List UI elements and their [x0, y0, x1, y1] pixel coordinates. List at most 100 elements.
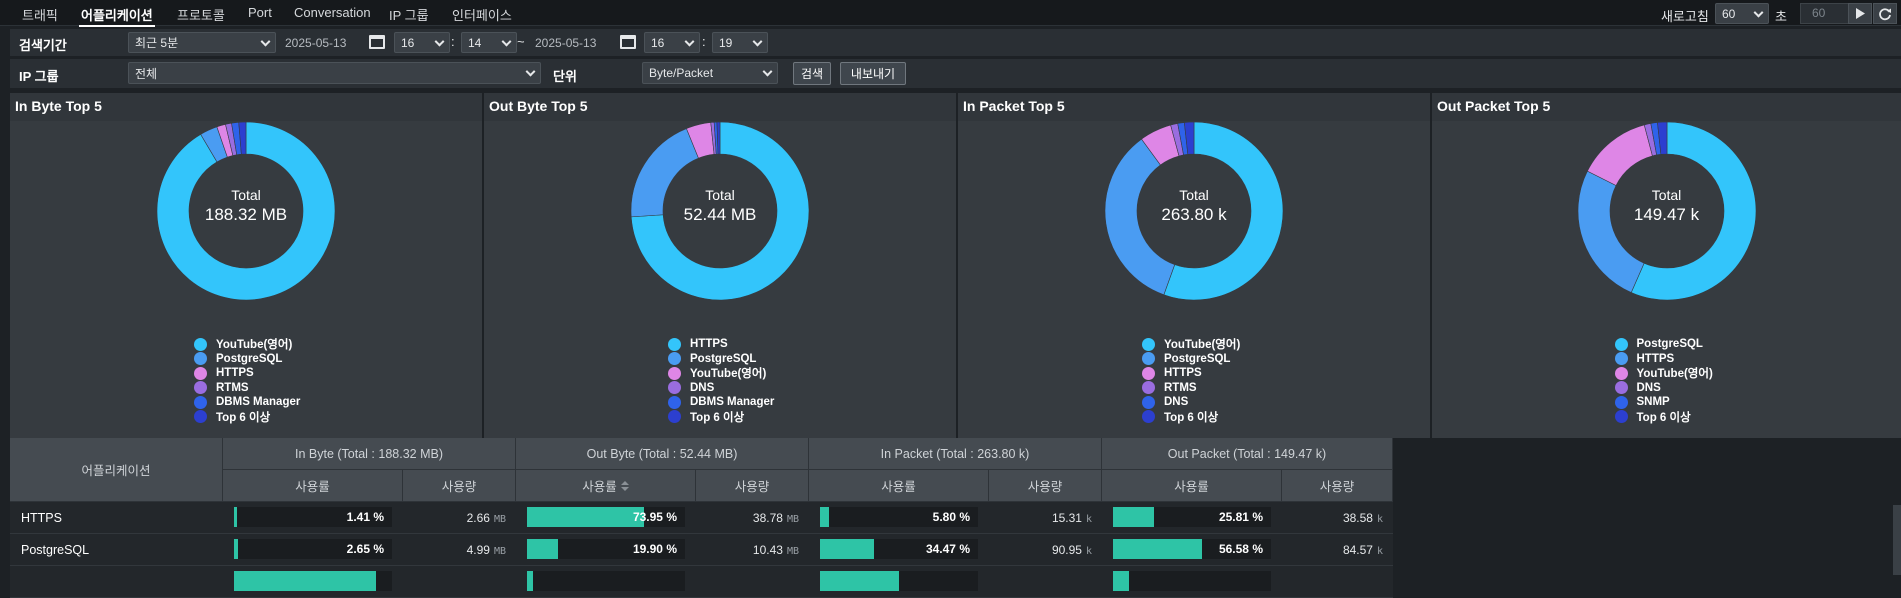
- out-packet-rate-header[interactable]: 사용률: [1102, 470, 1282, 502]
- table-row[interactable]: HTTPS 1.41 % 2.66 MB 73.95 % 38.78 MB 5.80 % 15.…: [10, 502, 1393, 534]
- legend-item[interactable]: YouTube(영어): [668, 366, 774, 381]
- end-hour-select[interactable]: 16: [644, 32, 700, 53]
- usage-bar: [1113, 571, 1271, 591]
- legend-item[interactable]: HTTPS: [1614, 352, 1713, 367]
- donut-slice[interactable]: [238, 121, 247, 155]
- end-date-input[interactable]: 2025-05-13: [528, 32, 626, 53]
- donut-chart[interactable]: Total 188.32 MB: [156, 121, 336, 304]
- start-date-input[interactable]: 2025-05-13: [278, 32, 376, 53]
- ipgroup-select[interactable]: 전체: [128, 62, 541, 84]
- play-button[interactable]: [1848, 3, 1872, 24]
- start-minute-select[interactable]: 14: [461, 32, 517, 53]
- donut-slice[interactable]: [1656, 121, 1667, 155]
- tab-traffic[interactable]: 트래픽: [22, 8, 58, 23]
- tab-ip-group[interactable]: IP 그룹: [389, 8, 429, 23]
- in-byte-rate-header[interactable]: 사용률: [223, 470, 403, 502]
- tab-interface[interactable]: 인터페이스: [452, 8, 512, 23]
- out-packet-amount-header[interactable]: 사용량: [1282, 470, 1393, 502]
- in-packet-amount-header[interactable]: 사용량: [989, 470, 1102, 502]
- legend-item[interactable]: Top 6 이상: [194, 410, 300, 425]
- refresh-select[interactable]: 60: [1715, 3, 1769, 24]
- legend-item[interactable]: HTTPS: [668, 337, 774, 352]
- legend-label: PostgreSQL: [216, 352, 283, 365]
- donut-slice[interactable]: [716, 121, 721, 155]
- legend-item[interactable]: RTMS: [1142, 381, 1240, 396]
- tab-port[interactable]: Port: [248, 5, 272, 20]
- total-label: Total: [705, 187, 735, 203]
- usage-bar: 73.95 %: [527, 507, 685, 527]
- donut-chart[interactable]: Total 52.44 MB: [630, 121, 810, 304]
- scrollbar[interactable]: [1893, 505, 1901, 575]
- legend-item[interactable]: DBMS Manager: [668, 395, 774, 410]
- usage-amount-cell: [403, 575, 506, 589]
- table-row[interactable]: [10, 566, 1393, 598]
- donut-slice[interactable]: [630, 128, 699, 218]
- legend-dot-icon: [1142, 337, 1155, 351]
- total-label: Total: [231, 187, 261, 203]
- application-table: 어플리케이션 In Byte (Total : 188.32 MB) Out B…: [10, 438, 1393, 598]
- search-button[interactable]: 검색: [793, 62, 831, 85]
- legend-item[interactable]: HTTPS: [1142, 366, 1240, 381]
- legend-item[interactable]: Top 6 이상: [1142, 410, 1240, 425]
- calendar-icon[interactable]: [620, 35, 636, 49]
- panel-title: In Byte Top 5: [15, 98, 102, 114]
- legend-label: YouTube(영어): [690, 368, 767, 381]
- usage-unit: MB: [786, 546, 799, 557]
- out-byte-amount-header[interactable]: 사용량: [696, 470, 809, 502]
- legend-item[interactable]: PostgreSQL: [1614, 337, 1713, 352]
- legend-item[interactable]: SNMP: [1614, 395, 1713, 410]
- legend-label: HTTPS: [1164, 367, 1202, 380]
- legend-item[interactable]: HTTPS: [194, 366, 300, 381]
- seconds-label: 초: [1775, 9, 1787, 24]
- export-button[interactable]: 내보내기: [840, 62, 906, 85]
- start-hour-select[interactable]: 16: [394, 32, 450, 53]
- legend-item[interactable]: DBMS Manager: [194, 395, 300, 410]
- usage-bar: 2.65 %: [234, 539, 392, 559]
- table-row[interactable]: PostgreSQL 2.65 % 4.99 MB 19.90 % 10.43 MB 34.4…: [10, 534, 1393, 566]
- donut-slice[interactable]: [630, 121, 810, 301]
- legend-item[interactable]: PostgreSQL: [668, 352, 774, 367]
- usage-percent: 56.58 %: [1218, 542, 1263, 556]
- in-packet-rate-header[interactable]: 사용률: [809, 470, 989, 502]
- end-minute-select[interactable]: 19: [712, 32, 768, 53]
- donut-slice[interactable]: [1630, 121, 1756, 301]
- unit-label: 단위: [553, 69, 577, 84]
- time-colon: :: [702, 34, 706, 49]
- period-select[interactable]: 최근 5분: [128, 32, 276, 53]
- usage-bar: [820, 571, 978, 591]
- legend-item[interactable]: YouTube(영어): [1614, 366, 1713, 381]
- donut-chart[interactable]: Total 263.80 k: [1104, 121, 1284, 304]
- usage-bar: 56.58 %: [1113, 539, 1271, 559]
- refresh-button[interactable]: [1873, 3, 1897, 24]
- period-select-value: 최근 5분: [135, 36, 179, 50]
- legend-item[interactable]: DNS: [1614, 381, 1713, 396]
- app-column-header[interactable]: 어플리케이션: [10, 438, 223, 502]
- donut-slice[interactable]: [1104, 138, 1176, 296]
- usage-bar-fill: [527, 571, 534, 591]
- legend-item[interactable]: PostgreSQL: [194, 352, 300, 367]
- legend-item[interactable]: YouTube(영어): [194, 337, 300, 352]
- unit-select[interactable]: Byte/Packet: [642, 62, 778, 84]
- legend-label: Top 6 이상: [1164, 411, 1219, 424]
- legend-dot-icon: [668, 381, 681, 395]
- calendar-icon[interactable]: [369, 35, 385, 49]
- in-byte-amount-header[interactable]: 사용량: [403, 470, 516, 502]
- tab-conversation[interactable]: Conversation: [294, 5, 371, 20]
- donut-slice[interactable]: [1184, 121, 1195, 155]
- legend-item[interactable]: Top 6 이상: [1614, 410, 1713, 425]
- tab-application[interactable]: 어플리케이션: [79, 5, 155, 27]
- chevron-down-icon: [752, 36, 763, 47]
- legend-label: DNS: [690, 381, 715, 394]
- donut-slice[interactable]: [1163, 121, 1284, 301]
- legend-item[interactable]: DNS: [1142, 395, 1240, 410]
- interval-input[interactable]: 60: [1800, 3, 1850, 24]
- donut-slice[interactable]: [156, 121, 336, 301]
- out-byte-rate-header[interactable]: 사용률: [516, 470, 696, 502]
- legend-item[interactable]: PostgreSQL: [1142, 352, 1240, 367]
- donut-chart[interactable]: Total 149.47 k: [1577, 121, 1757, 304]
- legend-item[interactable]: Top 6 이상: [668, 410, 774, 425]
- tab-protocol[interactable]: 프로토콜: [177, 8, 225, 23]
- legend-item[interactable]: YouTube(영어): [1142, 337, 1240, 352]
- legend-item[interactable]: DNS: [668, 381, 774, 396]
- legend-item[interactable]: RTMS: [194, 381, 300, 396]
